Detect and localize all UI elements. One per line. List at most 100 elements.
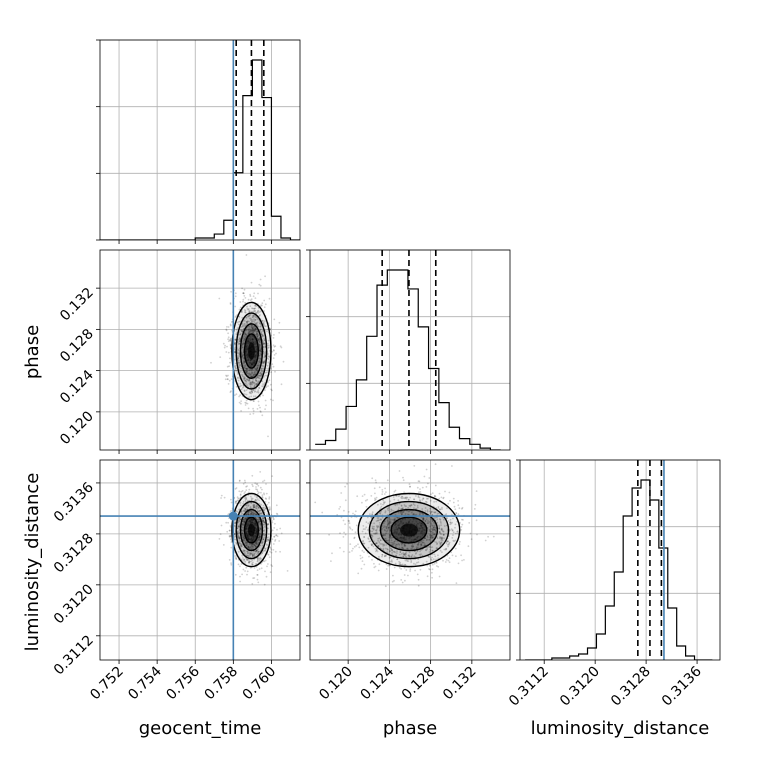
sample-point bbox=[260, 367, 263, 370]
sample-point bbox=[266, 503, 269, 506]
sample-point bbox=[260, 348, 262, 351]
sample-point bbox=[436, 512, 439, 515]
sample-point bbox=[268, 508, 271, 511]
sample-point bbox=[256, 557, 259, 560]
sample-point bbox=[251, 513, 254, 516]
sample-point bbox=[263, 342, 265, 345]
sample-point bbox=[361, 549, 364, 552]
sample-point bbox=[417, 546, 419, 549]
sample-point bbox=[256, 335, 258, 338]
sample-point bbox=[402, 510, 404, 513]
sample-point bbox=[254, 526, 257, 529]
sample-point bbox=[250, 498, 253, 501]
sample-point bbox=[246, 367, 249, 370]
sample-point bbox=[245, 402, 248, 404]
sample-point bbox=[242, 502, 245, 505]
sample-point bbox=[406, 547, 409, 550]
sample-point bbox=[263, 356, 266, 359]
sample-point bbox=[394, 523, 397, 526]
sample-point bbox=[371, 527, 374, 529]
sample-point bbox=[439, 520, 442, 523]
sample-point bbox=[250, 537, 252, 540]
sample-point bbox=[252, 364, 255, 366]
sample-point bbox=[402, 538, 405, 541]
sample-point bbox=[362, 542, 365, 545]
sample-point bbox=[410, 556, 413, 558]
sample-point bbox=[387, 561, 390, 564]
sample-point bbox=[251, 381, 254, 384]
sample-point bbox=[251, 329, 254, 332]
sample-point bbox=[410, 545, 413, 547]
sample-point bbox=[272, 543, 275, 545]
sample-point bbox=[243, 389, 246, 392]
sample-point bbox=[395, 535, 398, 538]
sample-point bbox=[384, 537, 387, 540]
sample-point bbox=[263, 382, 266, 384]
sample-point bbox=[342, 519, 345, 522]
sample-point bbox=[262, 342, 265, 344]
sample-point bbox=[374, 532, 377, 535]
sample-point bbox=[385, 554, 388, 557]
sample-point bbox=[247, 491, 250, 494]
sample-point bbox=[236, 327, 239, 329]
sample-point bbox=[251, 474, 254, 477]
sample-point bbox=[254, 360, 256, 363]
sample-point bbox=[245, 321, 248, 323]
sample-point bbox=[387, 517, 390, 520]
sample-point bbox=[420, 543, 423, 546]
sample-point bbox=[387, 526, 390, 529]
sample-point bbox=[402, 537, 405, 539]
sample-point bbox=[239, 575, 241, 578]
sample-point bbox=[249, 383, 252, 386]
sample-point bbox=[460, 554, 462, 557]
sample-point bbox=[255, 527, 258, 530]
sample-point bbox=[220, 494, 223, 497]
sample-point bbox=[249, 293, 252, 296]
sample-point bbox=[382, 503, 384, 506]
sample-point bbox=[240, 545, 243, 547]
sample-point bbox=[249, 338, 252, 341]
ylabel-luminosity-distance: luminosity_distance bbox=[22, 473, 43, 652]
sample-point bbox=[433, 528, 435, 531]
sample-point bbox=[250, 518, 253, 520]
sample-point bbox=[251, 362, 254, 364]
sample-point bbox=[238, 523, 241, 526]
sample-point bbox=[245, 532, 248, 535]
sample-point bbox=[230, 498, 232, 501]
sample-point bbox=[396, 516, 399, 519]
sample-point bbox=[419, 555, 422, 557]
sample-point bbox=[436, 543, 438, 545]
sample-point bbox=[413, 498, 416, 501]
sample-point bbox=[252, 521, 254, 524]
sample-point bbox=[226, 345, 228, 348]
sample-point bbox=[394, 517, 397, 520]
sample-point bbox=[407, 560, 410, 562]
sample-point bbox=[248, 374, 250, 377]
sample-point bbox=[258, 364, 260, 366]
sample-point bbox=[403, 539, 406, 542]
sample-point bbox=[439, 549, 442, 552]
sample-point bbox=[409, 568, 412, 571]
sample-point bbox=[365, 521, 368, 523]
sample-point bbox=[250, 538, 253, 541]
x-tick-label: 0.3120 bbox=[557, 664, 603, 710]
sample-point bbox=[255, 348, 258, 351]
sample-point bbox=[251, 483, 254, 486]
sample-point bbox=[451, 529, 454, 532]
sample-point bbox=[416, 522, 419, 525]
sample-point bbox=[220, 524, 223, 527]
sample-point bbox=[254, 356, 257, 359]
sample-point bbox=[441, 508, 443, 511]
sample-point bbox=[421, 486, 424, 489]
sample-point bbox=[416, 505, 419, 507]
sample-point bbox=[252, 295, 255, 298]
sample-point bbox=[431, 528, 434, 531]
sample-point bbox=[243, 520, 246, 523]
sample-point bbox=[390, 543, 393, 546]
sample-point bbox=[255, 312, 258, 314]
sample-point bbox=[260, 367, 263, 370]
sample-point bbox=[401, 518, 404, 521]
sample-point bbox=[385, 568, 388, 570]
sample-point bbox=[381, 555, 383, 558]
sample-point bbox=[404, 559, 407, 562]
